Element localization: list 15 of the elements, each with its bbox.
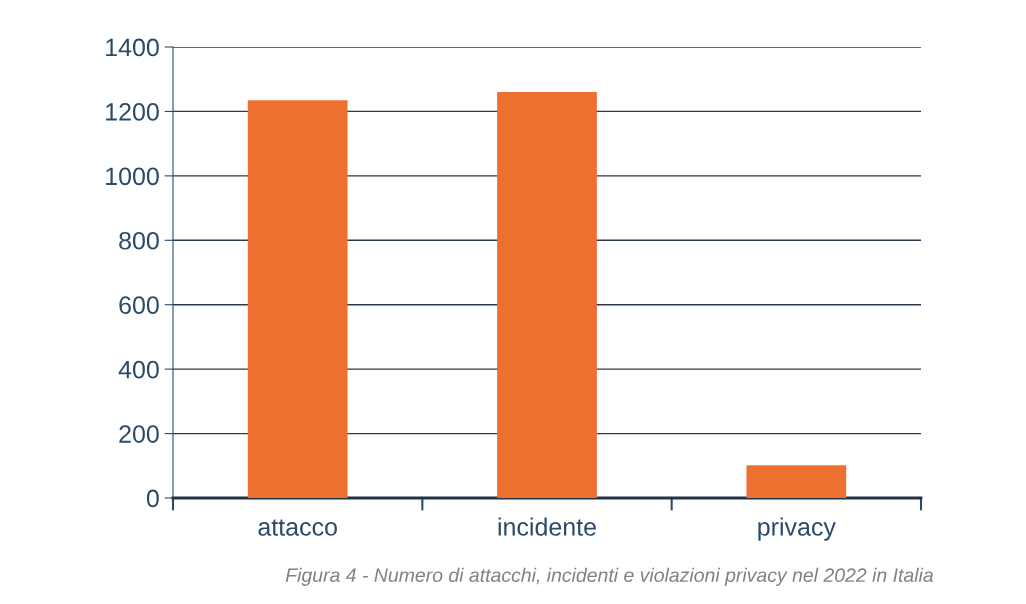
y-tick-label: 0	[146, 489, 159, 508]
y-tick-label: 1200	[106, 103, 159, 121]
bar	[247, 100, 348, 498]
x-tick-label: incidente	[498, 517, 596, 536]
y-tick-label: 600	[119, 296, 159, 315]
y-tick-label: 400	[118, 360, 159, 379]
y-tick-label: 200	[119, 425, 159, 443]
y-tick-label: 1400	[106, 38, 159, 57]
bar	[746, 465, 847, 498]
y-tick-label: 800	[119, 231, 159, 250]
y-tick-label: 1000	[106, 167, 159, 186]
text: Figura 4 - Numero di attacchi, incidenti e violazioni privacy nel 2022 in Italia	[285, 567, 934, 586]
bar	[497, 92, 597, 498]
x-tick-label: privacy	[758, 517, 836, 541]
x-tick-label: attacco	[258, 519, 337, 536]
